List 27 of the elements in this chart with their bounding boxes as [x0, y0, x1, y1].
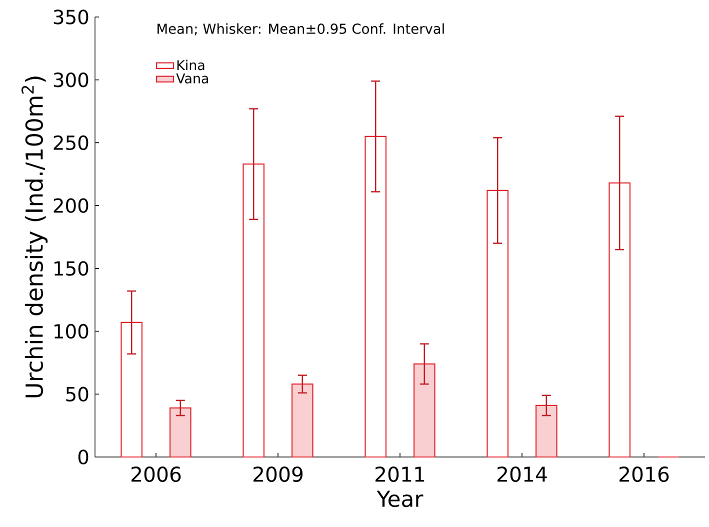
y-tick-label: 200: [54, 198, 88, 213]
y-tick-label: 50: [66, 386, 88, 402]
x-tick-label: 2011: [376, 466, 424, 482]
x-tick-label: 2006: [132, 466, 181, 482]
bar: [242, 164, 265, 458]
bar: [608, 182, 631, 458]
bar: [486, 190, 509, 458]
x-axis-title: Year: [376, 490, 424, 508]
y-tick-label: 350: [54, 10, 88, 24]
y-tick-label: 300: [54, 72, 88, 88]
y-tick-label: 0: [78, 450, 88, 464]
x-tick-label: 2016: [620, 466, 669, 482]
y-tick-label: 150: [54, 261, 88, 276]
annotation: Mean; Whisker: Mean±0.95 Conf. Interval: [158, 23, 444, 36]
x-tick-label: 2014: [498, 466, 547, 482]
bar: [120, 322, 143, 458]
y-axis-title: Urchin density (Ind./100m$^{2}$): [22, 76, 48, 398]
x-tick-label: 2009: [254, 466, 303, 482]
legend-label: Vana: [176, 73, 208, 84]
y-tick-label: 100: [54, 324, 88, 339]
legend-label: Kina: [177, 60, 204, 70]
bar: [535, 404, 558, 458]
bar: [169, 407, 192, 458]
bar: [291, 384, 314, 458]
bar: [364, 136, 387, 458]
bar: [413, 363, 436, 458]
y-tick-label: 250: [54, 135, 88, 150]
